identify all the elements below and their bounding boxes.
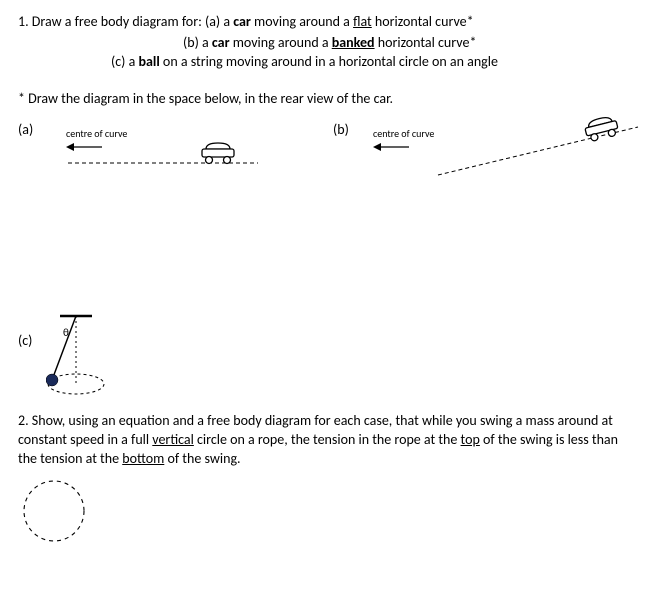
q2-u2: top bbox=[461, 431, 480, 448]
q2-u3: bottom bbox=[122, 450, 164, 467]
q1-a-pre: 1. Draw a free body diagram for: (a) a bbox=[18, 13, 233, 30]
diagrams-row: (a) centre of curve (b) centre of curve bbox=[18, 121, 639, 181]
q1-a-mid: moving around a bbox=[251, 13, 353, 30]
part-c: (c) θ bbox=[18, 316, 639, 396]
q2-u1: vertical bbox=[152, 431, 194, 448]
conical-pendulum-diagram: θ bbox=[46, 312, 126, 404]
q1-b-post: horizontal curve* bbox=[375, 34, 477, 51]
q1-c-bold: ball bbox=[138, 53, 159, 70]
q1-line-c: (c) a ball on a string moving around in … bbox=[18, 52, 639, 72]
car-banked-diagram bbox=[428, 115, 648, 185]
arrow-left-b-icon bbox=[373, 142, 413, 152]
q1-b-mid: moving around a bbox=[230, 34, 332, 51]
q1-line-b: (b) a car moving around a banked horizon… bbox=[18, 33, 639, 53]
q1-line-a: 1. Draw a free body diagram for: (a) a c… bbox=[18, 12, 639, 32]
q1-b-pre: (b) a bbox=[183, 34, 212, 51]
centre-text-b: centre of curve bbox=[373, 127, 434, 140]
q1-b-bold: car bbox=[212, 34, 230, 51]
theta-label: θ bbox=[63, 326, 69, 339]
q2-mid1: circle on a rope, the tension in the rop… bbox=[194, 431, 461, 448]
q1-b-under: banked bbox=[332, 34, 375, 51]
q1-a-under: flat bbox=[353, 13, 372, 30]
q2-post: of the swing. bbox=[164, 450, 240, 467]
centre-group-b: centre of curve bbox=[373, 127, 434, 152]
label-b: (b) bbox=[333, 121, 349, 138]
label-c: (c) bbox=[18, 332, 32, 349]
q2-text: 2. Show, using an equation and a free bo… bbox=[18, 412, 639, 469]
label-a: (a) bbox=[18, 121, 33, 138]
q1-c-pre: (c) a bbox=[111, 53, 138, 70]
q1-note: * Draw the diagram in the space below, i… bbox=[18, 90, 639, 107]
q1-c-post: on a string moving around in a horizonta… bbox=[160, 53, 498, 70]
ball-icon bbox=[46, 374, 58, 386]
q1-a-post: horizontal curve* bbox=[372, 13, 474, 30]
q1-a-bold: car bbox=[233, 13, 251, 30]
vertical-circle-diagram bbox=[18, 476, 98, 546]
car-flat-diagram bbox=[68, 137, 258, 177]
